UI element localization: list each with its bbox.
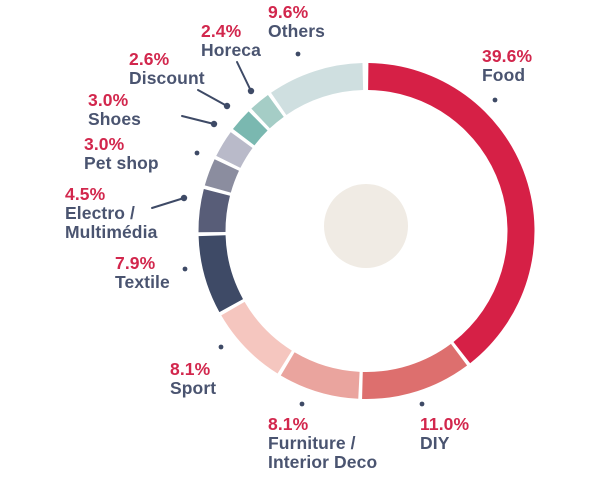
slice-horeca: [251, 94, 284, 129]
leader-dot-shoes: [210, 120, 218, 128]
leader-dot-food: [492, 97, 498, 103]
slice-textile: [198, 235, 244, 313]
leader-dot-electro-multimedia: [180, 194, 188, 202]
slice-food: [368, 63, 535, 364]
leader-line-discount: [197, 89, 228, 107]
slice-pet-shop: [204, 159, 239, 193]
slice-others: [271, 63, 364, 115]
leader-dot-sport: [218, 344, 224, 350]
leader-line-shoes: [181, 115, 215, 125]
leader-dot-discount: [223, 102, 231, 110]
slice-electro-multimedia: [198, 189, 230, 233]
slice-shoes: [216, 132, 253, 168]
center-circle: [324, 184, 408, 268]
leader-dot-horeca: [247, 87, 255, 95]
slice-furniture-interior-deco: [280, 352, 360, 399]
slice-discount: [232, 111, 268, 146]
leader-dot-diy: [419, 401, 425, 407]
leader-line-electro-multimedia: [151, 197, 185, 209]
leader-dot-textile: [182, 266, 188, 272]
slice-diy: [362, 343, 468, 399]
leader-dot-others: [295, 51, 301, 57]
leader-line-horeca: [236, 61, 252, 92]
slice-sport: [221, 301, 292, 374]
leader-dot-pet-shop: [194, 150, 200, 156]
leader-dot-furniture-interior-deco: [299, 401, 305, 407]
